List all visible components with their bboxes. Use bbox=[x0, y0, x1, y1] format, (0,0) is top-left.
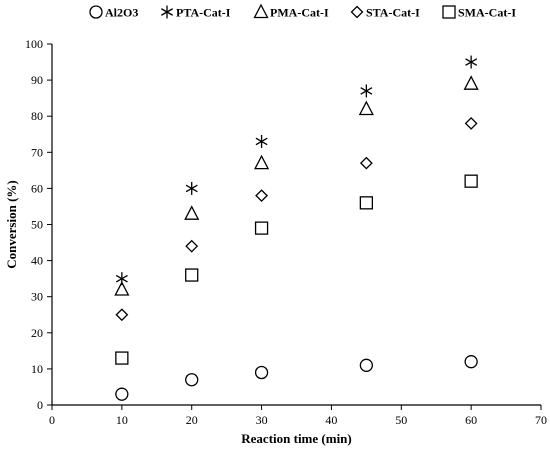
y-tick-label: 40 bbox=[31, 254, 43, 268]
y-tick-label: 70 bbox=[31, 145, 43, 159]
data-point bbox=[114, 281, 130, 296]
data-point bbox=[115, 308, 129, 322]
x-tick-label: 60 bbox=[465, 413, 477, 427]
x-tick-label: 70 bbox=[535, 413, 547, 427]
x-tick-label: 30 bbox=[256, 413, 268, 427]
data-point bbox=[115, 387, 129, 401]
data-point bbox=[185, 239, 199, 253]
data-point bbox=[359, 196, 374, 210]
series-sma-cat-i bbox=[115, 174, 478, 365]
data-point bbox=[184, 205, 200, 220]
y-tick-label: 10 bbox=[31, 362, 43, 376]
data-point bbox=[185, 181, 198, 195]
data-point bbox=[360, 84, 373, 98]
series-sta-cat-i bbox=[115, 117, 478, 322]
data-point bbox=[115, 351, 129, 365]
x-tick-label: 0 bbox=[49, 413, 55, 427]
y-tick-label: 0 bbox=[37, 398, 43, 412]
legend-marker bbox=[253, 3, 269, 19]
legend-marker bbox=[89, 5, 103, 19]
legend: Al2O3 PTA-Cat-I PMA-Cat-I STA-Cat-I SMA-Cat-… bbox=[89, 3, 516, 20]
data-point bbox=[359, 156, 373, 170]
data-point bbox=[464, 117, 478, 130]
data-point bbox=[255, 134, 268, 148]
y-ticks: 0 10 20 30 40 50 60 70 80 90 100 bbox=[25, 37, 52, 412]
y-tick-label: 80 bbox=[31, 109, 43, 123]
y-tick-label: 100 bbox=[25, 37, 43, 51]
data-point bbox=[254, 365, 269, 380]
x-tick-label: 40 bbox=[325, 413, 337, 427]
data-point bbox=[464, 355, 478, 369]
legend-label: Al2O3 bbox=[105, 6, 138, 20]
data-point bbox=[255, 189, 268, 203]
data-point bbox=[463, 75, 479, 90]
data-point bbox=[185, 373, 199, 387]
legend-label: PTA-Cat-I bbox=[176, 6, 231, 20]
legend-item: Al2O3 bbox=[89, 5, 138, 20]
legend-item: STA-Cat-I bbox=[350, 5, 420, 20]
x-axis-label: Reaction time (min) bbox=[241, 431, 351, 446]
data-point bbox=[359, 358, 374, 372]
series-pma-cat-i bbox=[114, 75, 479, 296]
legend-label: STA-Cat-I bbox=[366, 6, 420, 20]
y-tick-label: 60 bbox=[31, 181, 43, 195]
data-point bbox=[358, 100, 374, 116]
data-points bbox=[114, 55, 479, 401]
x-tick-label: 50 bbox=[395, 413, 407, 427]
y-tick-label: 50 bbox=[31, 218, 43, 232]
legend-item: SMA-Cat-I bbox=[442, 5, 516, 20]
data-point bbox=[254, 154, 270, 170]
x-ticks: 0 10 20 30 40 50 60 70 bbox=[49, 405, 547, 427]
legend-item: PMA-Cat-I bbox=[253, 3, 329, 20]
series-pta-cat-i bbox=[115, 55, 478, 286]
x-tick-label: 10 bbox=[116, 413, 128, 427]
data-point bbox=[185, 268, 199, 282]
y-tick-label: 30 bbox=[31, 290, 43, 304]
y-axis-label: Conversion (%) bbox=[4, 180, 19, 268]
series-al2o3 bbox=[115, 355, 478, 401]
legend-item: PTA-Cat-I bbox=[161, 5, 231, 20]
legend-marker bbox=[161, 5, 173, 19]
data-point bbox=[465, 55, 478, 69]
legend-marker bbox=[442, 5, 456, 19]
axes: 0 10 20 30 40 50 60 70 0 10 20 30 40 50 60 70 80 90 100 bbox=[25, 37, 547, 427]
legend-label: SMA-Cat-I bbox=[458, 6, 516, 20]
legend-label: PMA-Cat-I bbox=[270, 6, 329, 20]
legend-marker bbox=[350, 5, 364, 19]
y-tick-label: 20 bbox=[31, 326, 43, 340]
data-point bbox=[464, 174, 478, 188]
data-point bbox=[254, 221, 269, 235]
y-tick-label: 90 bbox=[31, 73, 43, 87]
x-tick-label: 20 bbox=[186, 413, 198, 427]
